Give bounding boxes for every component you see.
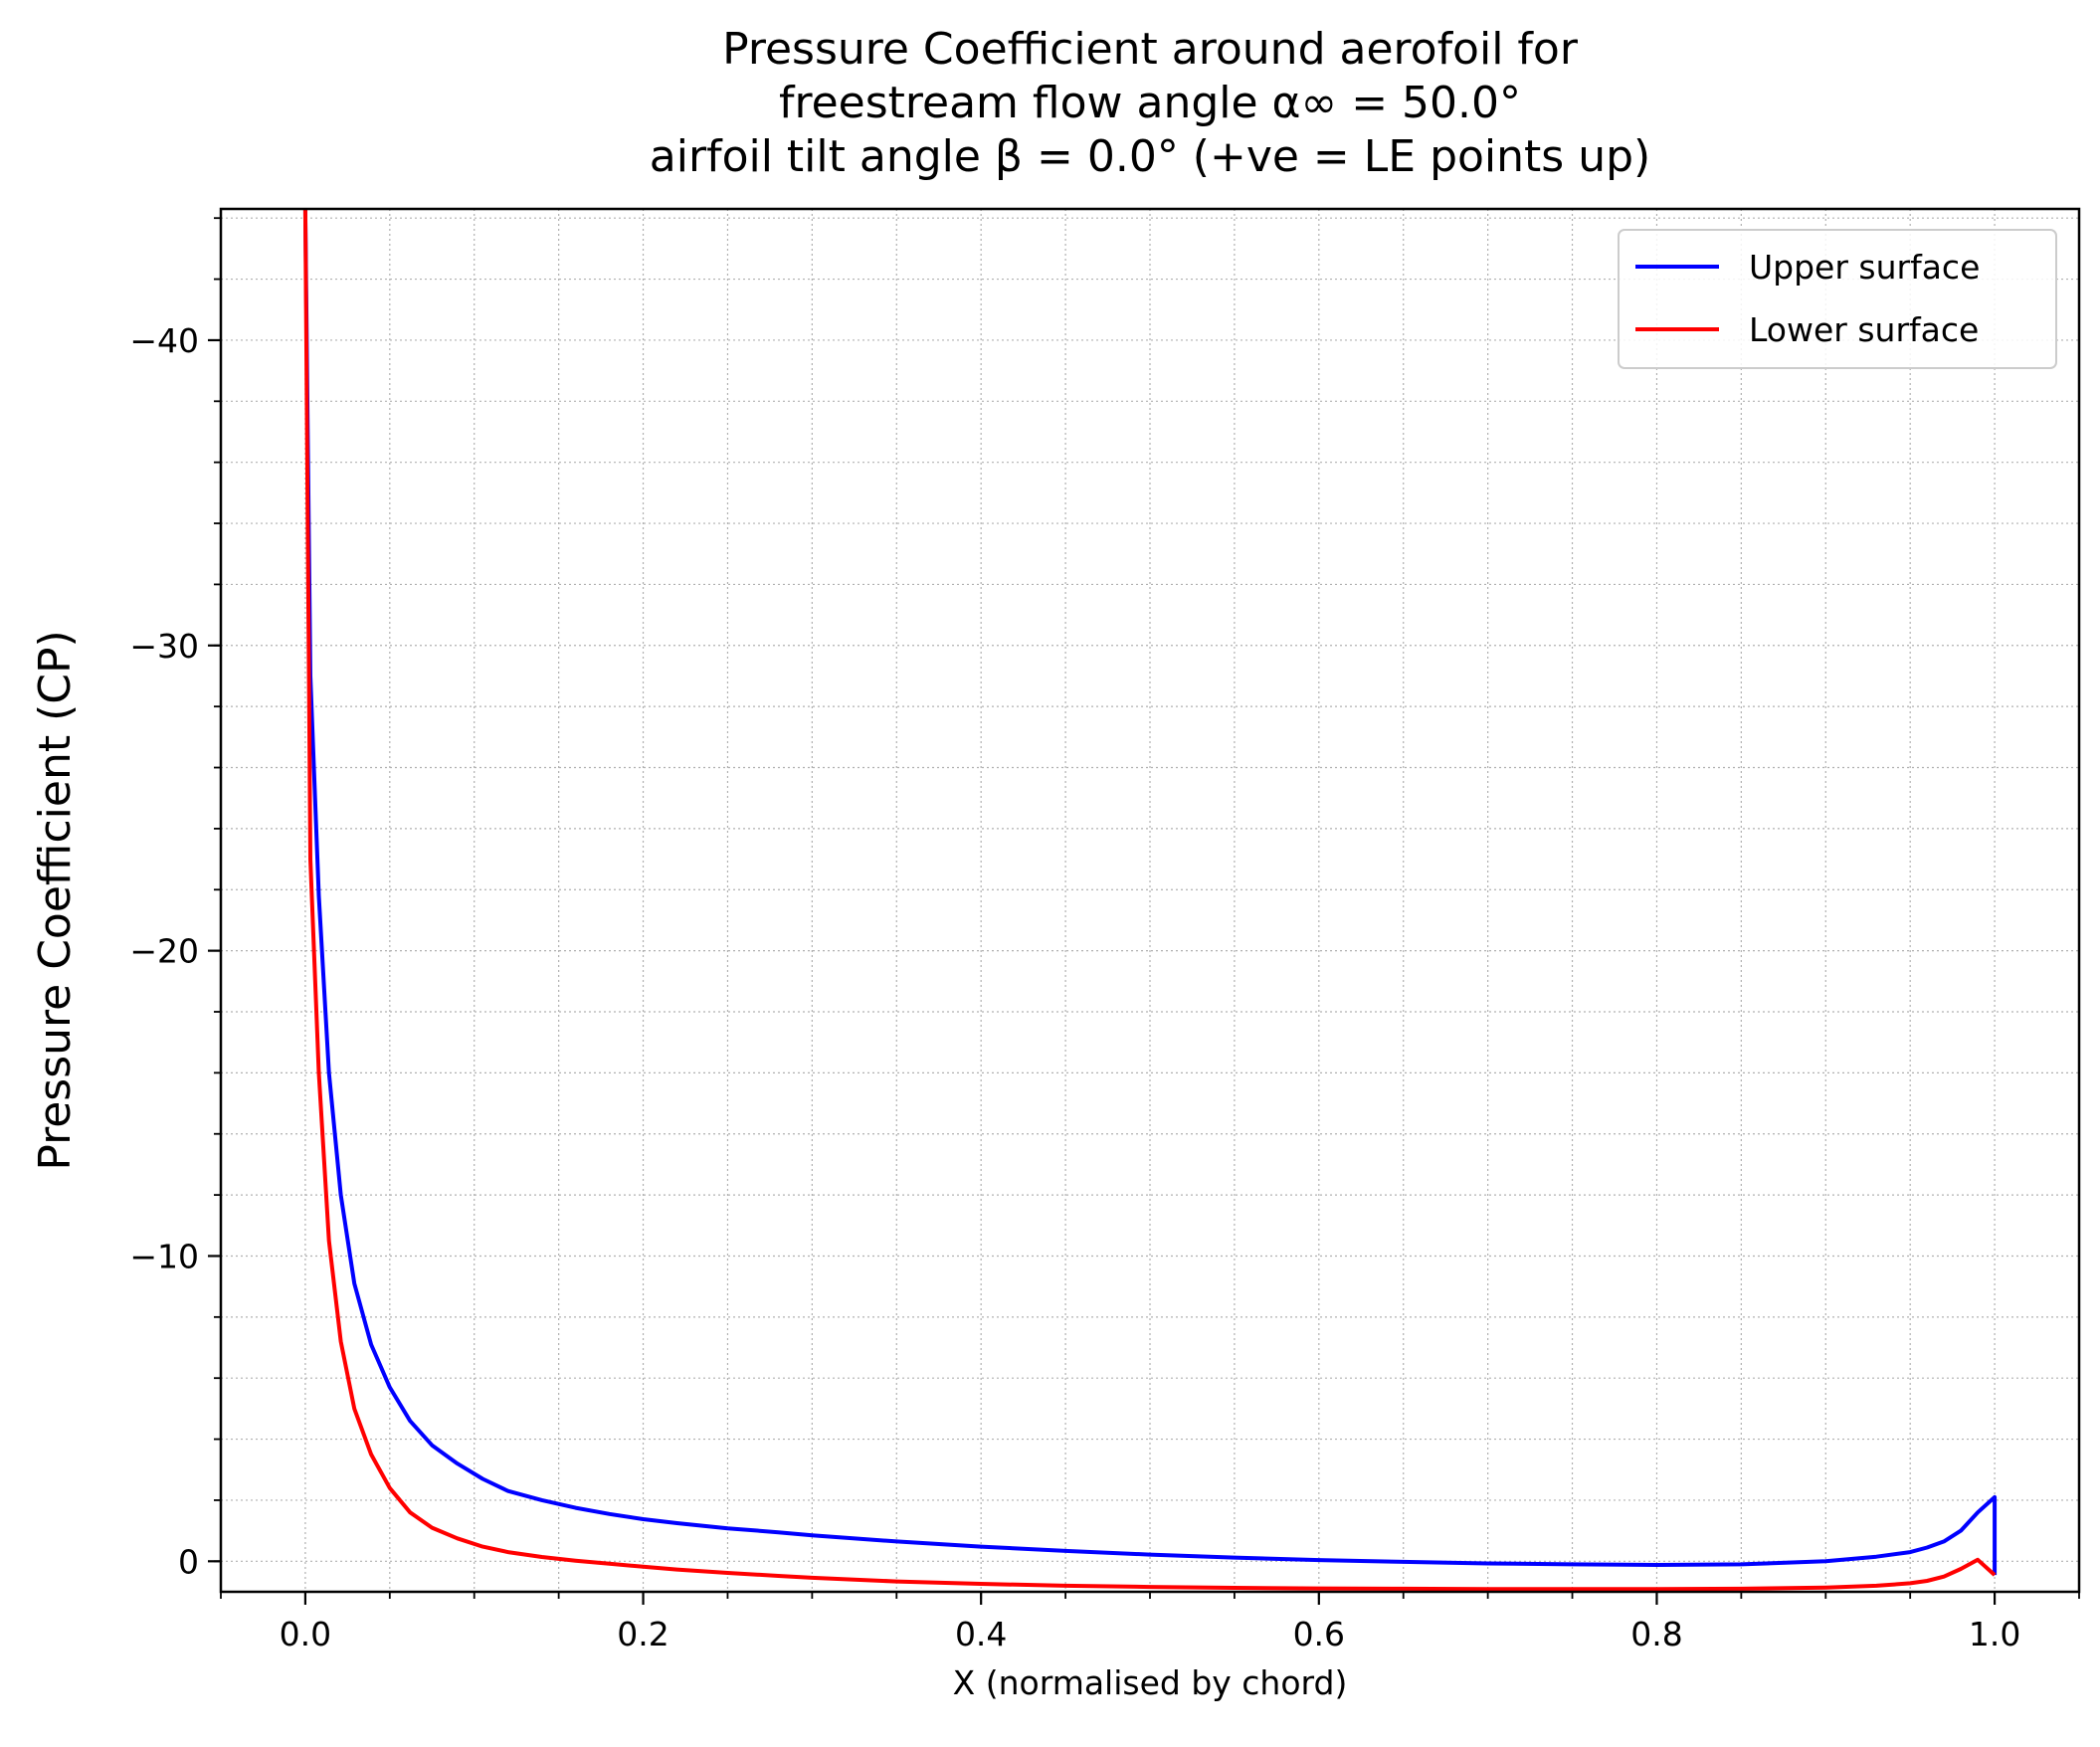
x-tick-label: 0.6 <box>1293 1615 1345 1653</box>
series-line-lower <box>302 208 1997 1592</box>
x-tick-label: 0.0 <box>280 1615 331 1653</box>
series-lines <box>302 208 1998 1592</box>
y-tick-label: −40 <box>129 321 199 360</box>
title-line-1: Pressure Coefficient around aerofoil for <box>722 24 1579 75</box>
legend-box <box>1618 229 2057 369</box>
x-tick-label: 0.2 <box>617 1615 668 1653</box>
legend-label-upper: Upper surface <box>1749 248 1980 287</box>
x-tick-labels: 0.0 0.2 0.4 0.6 0.8 1.0 <box>280 1615 2021 1653</box>
series-line-upper <box>302 208 1998 1576</box>
y-tick-label: −30 <box>129 627 199 666</box>
title-line-2: freestream flow angle α∞ = 50.0° <box>779 78 1521 128</box>
legend-label-lower: Lower surface <box>1749 310 1979 349</box>
y-tick-label: −20 <box>129 932 199 971</box>
grid <box>220 209 2080 1592</box>
title-line-3: airfoil tilt angle β = 0.0° (+ve = LE po… <box>650 131 1650 182</box>
x-tick-label: 1.0 <box>1969 1615 2020 1653</box>
y-axis-label: Pressure Coefficient (CP) <box>30 630 81 1170</box>
x-tick-label: 0.4 <box>955 1615 1007 1653</box>
axis-ticks <box>208 217 2080 1605</box>
legend: Upper surface Lower surface <box>1618 229 2057 369</box>
chart-title: Pressure Coefficient around aerofoil for… <box>650 24 1650 182</box>
y-tick-label: −10 <box>129 1237 199 1275</box>
x-tick-label: 0.8 <box>1630 1615 1682 1653</box>
x-axis-label: X (normalised by chord) <box>953 1663 1348 1702</box>
y-tick-label: 0 <box>178 1542 199 1581</box>
y-tick-labels: −40 −30 −20 −10 0 <box>129 321 199 1581</box>
